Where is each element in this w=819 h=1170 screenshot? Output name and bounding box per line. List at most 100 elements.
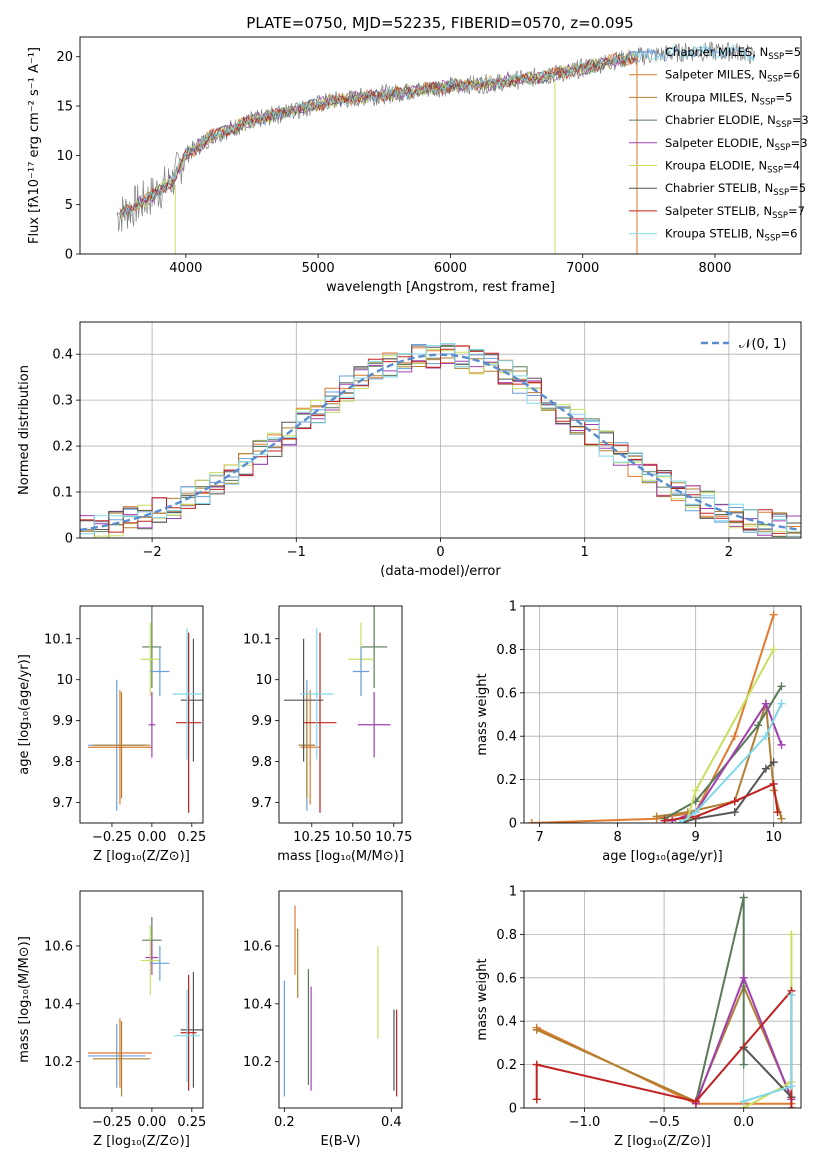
mass_vs_ebv-plot-area <box>283 905 398 1097</box>
x-axis-label: (data-model)/error <box>380 564 501 579</box>
x-tick-label: 0.25 <box>177 1115 206 1130</box>
weight-marker <box>532 1025 541 1034</box>
weight-marker <box>527 819 536 823</box>
y-tick-label: 1 <box>509 600 517 615</box>
y-tick-label: 0.4 <box>52 348 73 363</box>
x-axis-label: Z [log₁₀(Z/Z⊙)] <box>93 849 190 864</box>
x-tick-label: 10.75 <box>375 830 412 845</box>
x-tick-label: 5000 <box>302 261 335 276</box>
y-tick-label: 10.6 <box>243 939 272 954</box>
y-tick-label: 9.9 <box>52 714 73 729</box>
y-tick-label: 9.9 <box>251 714 272 729</box>
weight-marker <box>777 699 786 708</box>
weight-marker <box>769 758 778 767</box>
weight-marker <box>761 732 770 741</box>
y-tick-label: 9.7 <box>52 796 73 811</box>
y-axis-label: mass weight <box>475 958 490 1040</box>
age_vs_mass-panel: 10.25 10.50 10.75 9.7 9.8 9.9 10 10.1 mass [log₁… <box>243 605 412 864</box>
y-axis-label: age [log₁₀(age/yr)] <box>17 654 32 775</box>
x-tick-label: 10.50 <box>334 830 371 845</box>
axes-frame <box>79 36 802 255</box>
weight-marker <box>777 682 786 691</box>
weight-line <box>686 648 775 819</box>
x-tick-label: −1.0 <box>569 1115 601 1130</box>
x-tick-label: 10.25 <box>293 830 330 845</box>
y-tick-label: 0.8 <box>496 643 517 658</box>
weight-line <box>679 703 783 823</box>
spectrum-plot-area <box>116 41 756 254</box>
weight-marker <box>761 699 770 708</box>
weight-marker <box>660 816 669 823</box>
weight_vs_Z-panel: −1.0 −0.5 0.0 0 0.2 0.4 0.6 0.8 1 Z [log₁₀(Z/Z⊙)]… <box>475 885 802 1149</box>
y-tick-label: 15 <box>56 100 73 115</box>
age_vs_Z-panel: −0.25 0.00 0.25 9.7 9.8 9.9 10 10.1 Z [log₁₀(Z/Z… <box>17 605 206 864</box>
x-tick-label: 0.4 <box>381 1115 402 1130</box>
mass_vs_Z-plot-area <box>87 917 203 1097</box>
axes-frame <box>278 890 403 1109</box>
y-tick-label: 10.1 <box>243 632 272 647</box>
y-tick-label: 0 <box>65 532 73 547</box>
residual-histogram <box>80 343 801 537</box>
weight-marker <box>787 1082 796 1091</box>
residual-histogram <box>80 344 801 531</box>
y-tick-label: 5 <box>65 198 73 213</box>
x-tick-label: 8000 <box>698 261 731 276</box>
weight-marker <box>787 930 796 939</box>
x-tick-label: 10 <box>765 830 782 845</box>
y-tick-label: 10.6 <box>44 939 73 954</box>
y-tick-label: 10.4 <box>44 997 73 1012</box>
x-tick-label: 0 <box>436 545 444 560</box>
axes-frame <box>278 605 403 824</box>
y-axis-label: mass weight <box>475 673 490 755</box>
y-tick-label: 1 <box>509 885 517 900</box>
weight-line <box>742 1046 793 1098</box>
y-tick-label: 0.8 <box>496 928 517 943</box>
y-tick-label: 0.6 <box>496 971 517 986</box>
weight-marker <box>787 991 796 1000</box>
axes-frame <box>79 321 802 539</box>
weight-line <box>536 983 793 1103</box>
y-tick-label: 20 <box>56 50 73 65</box>
residuals-panel: −2 −1 0 1 2 0 0.1 0.2 0.3 0.4 (data-model)/error No… <box>17 321 802 579</box>
y-axis-label: Normed distribution <box>17 365 32 495</box>
x-tick-label: 2 <box>725 545 733 560</box>
x-tick-label: 1 <box>581 545 589 560</box>
x-tick-label: 0.0 <box>733 1115 754 1130</box>
weight-marker <box>532 1095 541 1104</box>
residuals-plot-area <box>80 322 801 538</box>
gaussian-reference-line <box>80 353 801 532</box>
spectrum-panel: 4000 5000 6000 7000 8000 0 5 10 15 20 wavelength [… <box>27 36 809 295</box>
weight-marker <box>739 1060 748 1069</box>
x-tick-label: 8 <box>613 830 621 845</box>
y-axis-label: Flux [fλ10⁻¹⁷ erg cm⁻² s⁻¹ A⁻¹] <box>27 47 42 244</box>
y-tick-label: 0.4 <box>496 730 517 745</box>
legend-entry: Kroupa ELODIE, NSSP=4 <box>665 159 800 176</box>
y-tick-label: 0.2 <box>496 773 517 788</box>
x-tick-label: 4000 <box>169 261 202 276</box>
y-tick-label: 0.2 <box>496 1058 517 1073</box>
weight-marker <box>739 893 748 902</box>
weight_vs_Z-plot-area <box>524 891 801 1108</box>
weight-marker <box>787 1104 796 1108</box>
y-tick-label: 0 <box>509 817 517 832</box>
legend-entry: Chabrier ELODIE, NSSP=3 <box>665 113 809 130</box>
x-tick-label: 0.2 <box>274 1115 295 1130</box>
axes-frame <box>523 890 802 1109</box>
x-axis-label: mass [log₁₀(M/M⊙)] <box>277 849 404 864</box>
x-tick-label: 9 <box>692 830 700 845</box>
y-tick-label: 0.2 <box>52 440 73 455</box>
weight-marker <box>691 1097 700 1106</box>
x-axis-label: age [log₁₀(age/yr)] <box>602 849 723 864</box>
axes-frame <box>79 605 204 824</box>
x-tick-label: 0.25 <box>177 830 206 845</box>
x-tick-label: −0.5 <box>648 1115 680 1130</box>
weight-line <box>656 703 783 819</box>
weight-marker <box>691 786 700 795</box>
weight-marker <box>777 814 786 823</box>
y-tick-label: 0.1 <box>52 486 73 501</box>
legend-entry: Kroupa MILES, NSSP=5 <box>665 90 792 107</box>
axes-frame <box>523 605 802 824</box>
legend-entry: Kroupa STELIB, NSSP=6 <box>665 227 797 244</box>
